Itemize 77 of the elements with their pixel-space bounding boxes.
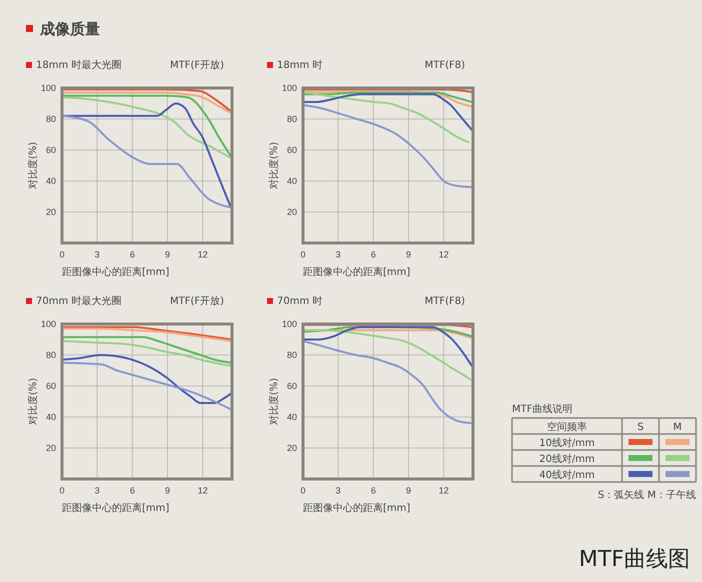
text: 空间频率 (547, 421, 587, 433)
text: 20线对/mm (539, 453, 595, 465)
line-series (302, 329, 472, 381)
x-tick-label: 9 (406, 249, 412, 260)
line-series (302, 326, 473, 367)
x-tick-label: 3 (94, 485, 100, 496)
x-tick-label: 6 (370, 249, 376, 260)
y-tick-label: 20 (286, 442, 297, 453)
line-series (302, 90, 470, 144)
x-tick-label: 12 (438, 249, 449, 260)
x-tick-label: 3 (336, 485, 341, 496)
x-tick-label: 12 (198, 249, 208, 260)
x-tick-label: 12 (438, 485, 449, 496)
y-tick-label: 80 (46, 350, 56, 360)
chart-title: 70mm 时最大光圈 (36, 295, 122, 307)
y-axis-title: 对比度(%) (268, 142, 280, 190)
x-tick-label: 6 (130, 249, 135, 260)
text: S (637, 422, 644, 433)
text: 成像质量 (39, 20, 100, 38)
text: MTF曲线图 (578, 547, 690, 572)
y-tick-label: 60 (286, 144, 297, 155)
y-tick-label: 100 (282, 318, 297, 329)
y-tick-label: 60 (46, 380, 56, 391)
y-tick-label: 20 (286, 206, 297, 217)
line-series (61, 362, 232, 410)
line-series (302, 93, 473, 131)
y-tick-label: 100 (282, 82, 297, 93)
line-series (61, 354, 232, 404)
text: 10线对/mm (539, 437, 595, 449)
text: M (673, 422, 682, 433)
chart-subtitle: MTF(F8) (424, 60, 466, 71)
x-axis-title: 距图像中心的距离[mm] (62, 266, 170, 278)
x-tick-label: 0 (300, 485, 306, 496)
chart-title: 70mm 时 (277, 295, 322, 307)
x-tick-label: 0 (59, 485, 65, 496)
y-tick-label: 40 (286, 412, 297, 422)
y-tick-label: 40 (46, 412, 56, 422)
text: 40线对/mm (539, 469, 595, 481)
line-series (302, 104, 473, 188)
x-tick-label: 9 (165, 249, 170, 260)
x-tick-label: 3 (336, 249, 341, 260)
x-tick-label: 9 (165, 485, 170, 496)
x-tick-label: 12 (198, 485, 208, 496)
x-tick-label: 0 (59, 249, 65, 260)
x-axis-title: 距图像中心的距离[mm] (62, 502, 170, 514)
x-tick-label: 9 (406, 485, 412, 496)
y-axis-title: 对比度(%) (27, 142, 39, 190)
y-tick-label: 80 (286, 350, 297, 360)
chart-subtitle: MTF(F开放) (170, 296, 224, 307)
line-series (302, 340, 473, 424)
line-series (61, 336, 232, 364)
chart-title: 18mm 时最大光圈 (36, 59, 122, 71)
y-tick-label: 80 (286, 114, 297, 124)
x-tick-label: 6 (130, 485, 135, 496)
text: MTF曲线说明 (512, 403, 572, 415)
y-tick-label: 100 (40, 318, 56, 329)
y-tick-label: 60 (286, 380, 297, 391)
y-tick-label: 80 (46, 114, 56, 124)
chart-subtitle: MTF(F开放) (170, 60, 224, 71)
chart-subtitle: MTF(F8) (424, 296, 466, 307)
x-axis-title: 距图像中心的距离[mm] (303, 266, 410, 278)
x-axis-title: 距图像中心的距离[mm] (303, 502, 410, 514)
y-tick-label: 40 (286, 176, 297, 186)
y-axis-title: 对比度(%) (268, 378, 280, 426)
x-tick-label: 0 (300, 249, 306, 260)
y-tick-label: 20 (46, 442, 56, 453)
x-tick-label: 3 (94, 249, 100, 260)
line-series (61, 340, 232, 367)
y-tick-label: 20 (46, 206, 56, 217)
text: S：弧矢线 M：子午线 (598, 489, 696, 501)
x-tick-label: 6 (370, 485, 376, 496)
line-series (302, 92, 473, 103)
chart-title: 18mm 时 (277, 59, 322, 71)
y-axis-title: 对比度(%) (27, 378, 39, 426)
y-tick-label: 40 (46, 176, 56, 186)
y-tick-label: 100 (40, 82, 56, 93)
y-tick-label: 60 (46, 144, 56, 155)
